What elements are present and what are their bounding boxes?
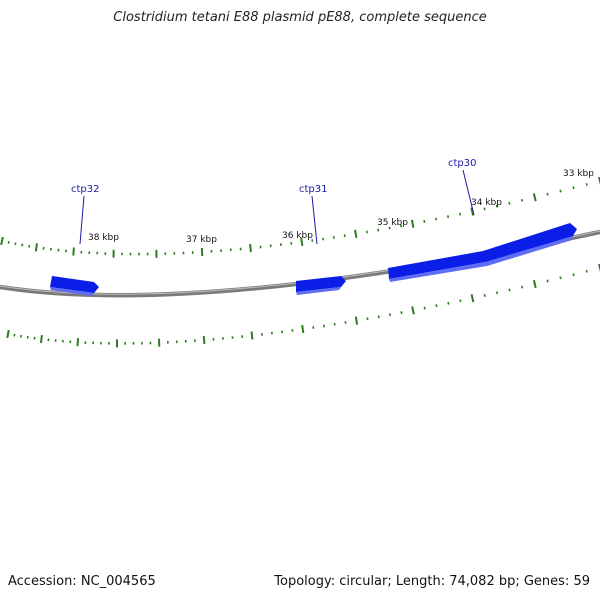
outer-ring-major-tick [200, 247, 204, 257]
gene-ctp30-label: ctp30 [448, 158, 477, 169]
outer-ring-minor-tick [388, 226, 391, 230]
outer-ring-minor-tick [435, 217, 438, 221]
outer-ring-minor-tick [559, 189, 562, 193]
outer-ring-minor-tick [572, 186, 575, 190]
inner-ring-minor-tick [495, 291, 499, 295]
inner-ring-minor-tick [572, 273, 575, 277]
inner-ring-minor-tick [483, 294, 486, 297]
gene-ctp30-leader [462, 169, 475, 216]
gene-ctp31[interactable]: ctp31 [296, 184, 346, 295]
outer-ring-minor-tick [459, 212, 462, 216]
scale-label-38: 38 kbp [88, 233, 119, 243]
inner-ring-major-tick [470, 294, 475, 303]
gene-ctp31-label: ctp31 [299, 184, 328, 195]
outer-ring-major-tick [470, 207, 475, 216]
outer-ring-major-tick [598, 176, 600, 186]
outer-ring-minor-tick [495, 204, 498, 208]
scale-label-34: 34 kbp [471, 198, 502, 208]
outer-ring-minor-tick [546, 192, 549, 196]
inner-ring-major-tick [411, 306, 415, 315]
outer-tick-ring [0, 176, 600, 258]
outer-ring-minor-tick [447, 215, 450, 219]
outer-ring-major-tick [0, 236, 4, 246]
gene-ctp30[interactable]: ctp30 [388, 158, 577, 282]
inner-ring-minor-tick [508, 288, 511, 292]
outer-ring-major-tick [72, 247, 75, 256]
inner-ring-minor-tick [435, 304, 438, 308]
outer-ring-major-tick [354, 229, 358, 238]
inner-ring-major-tick [532, 279, 537, 289]
gene-ctp31-arrow-edge [296, 287, 341, 295]
inner-ring-minor-tick [389, 313, 392, 317]
inner-ring-major-tick [40, 334, 43, 344]
gene-ctp32-arrow-edge [50, 287, 94, 296]
inner-ring-major-tick [6, 329, 10, 339]
inner-tick-ring [6, 263, 600, 348]
gene-ctp32-label: ctp32 [71, 184, 100, 195]
inner-ring-minor-tick [447, 301, 450, 305]
outer-ring-minor-tick [400, 224, 403, 228]
scale-label-37: 37 kbp [186, 235, 217, 245]
inner-ring-minor-tick [13, 333, 16, 337]
inner-ring-minor-tick [546, 279, 549, 283]
accession-text: Accession: NC_004565 [8, 574, 156, 589]
outer-ring-minor-tick [7, 241, 10, 244]
outer-ring-major-tick [300, 237, 304, 247]
gene-ctp32[interactable]: ctp32 [50, 184, 100, 296]
inner-ring-major-tick [202, 336, 206, 345]
inner-ring-major-tick [354, 316, 359, 325]
gene-ctp31-arrow[interactable] [296, 276, 346, 292]
genome-summary-text: Topology: circular; Length: 74,082 bp; G… [274, 574, 590, 589]
inner-ring-major-tick [250, 331, 254, 340]
inner-ring-major-tick [301, 324, 305, 334]
gene-ctp32-arrow[interactable] [50, 276, 99, 293]
inner-ring-minor-tick [400, 311, 403, 315]
gene-ctp31-leader [311, 195, 318, 245]
outer-ring-major-tick [532, 193, 537, 202]
gene-ctp30-arrow-edge [389, 236, 573, 282]
outer-ring-minor-tick [585, 183, 588, 186]
outer-ring-major-tick [34, 243, 38, 252]
outer-ring-minor-tick [520, 198, 524, 202]
scale-label-33: 33 kbp [563, 169, 594, 179]
inner-ring-major-tick [598, 263, 600, 273]
gene-ctp32-leader [79, 195, 85, 245]
outer-ring-minor-tick [423, 220, 426, 223]
scale-label-36: 36 kbp [282, 231, 313, 241]
outer-ring-minor-tick [14, 242, 17, 246]
outer-ring-minor-tick [483, 207, 486, 211]
inner-ring-minor-tick [559, 276, 562, 280]
scale-label-35: 35 kbp [377, 218, 408, 228]
outer-ring-major-tick [410, 219, 415, 228]
inner-ring-minor-tick [585, 269, 588, 273]
inner-ring-major-tick [76, 338, 79, 347]
outer-ring-major-tick [249, 243, 252, 253]
outer-ring-minor-tick [508, 201, 511, 205]
inner-ring-minor-tick [521, 285, 524, 289]
inner-ring-minor-tick [423, 306, 426, 310]
map-title: Clostridium tetani E88 plasmid pE88, com… [113, 10, 487, 25]
gene-ctp30-arrow[interactable] [388, 223, 577, 279]
inner-ring-minor-tick [459, 299, 462, 303]
